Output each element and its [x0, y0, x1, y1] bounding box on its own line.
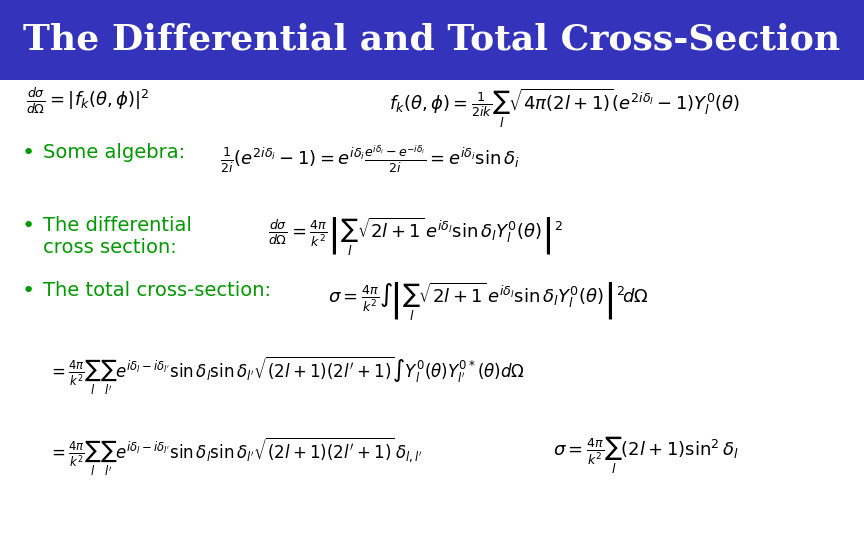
- Text: $\sigma=\frac{4\pi}{k^2}\int\!\left|\sum_l\sqrt{2l+1}\,e^{i\delta_l}\sin\delta_l: $\sigma=\frac{4\pi}{k^2}\int\!\left|\sum…: [328, 281, 649, 323]
- Text: $\frac{1}{2i}\left(e^{2i\delta_i}-1\right)=e^{i\delta_i}\frac{e^{i\delta_i}-e^{-: $\frac{1}{2i}\left(e^{2i\delta_i}-1\righ…: [220, 143, 520, 174]
- Text: •: •: [22, 143, 35, 163]
- Text: The Differential and Total Cross-Section: The Differential and Total Cross-Section: [23, 23, 841, 57]
- Text: $f_k\left(\theta,\phi\right) = \frac{1}{2ik}\sum_l\sqrt{4\pi\left(2l+1\right)}\l: $f_k\left(\theta,\phi\right) = \frac{1}{…: [389, 86, 740, 130]
- Bar: [0, 0, 864, 80]
- Text: Some algebra:: Some algebra:: [43, 143, 185, 162]
- Text: $=\frac{4\pi}{k^2}\sum_l\sum_{l'}e^{i\delta_l-i\delta_{l'}}\sin\delta_l\sin\delt: $=\frac{4\pi}{k^2}\sum_l\sum_{l'}e^{i\de…: [48, 354, 524, 396]
- Text: $\frac{d\sigma}{d\Omega} = \left|f_k\left(\theta,\phi\right)\right|^2$: $\frac{d\sigma}{d\Omega} = \left|f_k\lef…: [26, 86, 149, 116]
- Text: $\frac{d\sigma}{d\Omega}=\frac{4\pi}{k^2}\left|\sum_l\sqrt{2l+1}\,e^{i\delta_l}\: $\frac{d\sigma}{d\Omega}=\frac{4\pi}{k^2…: [268, 216, 563, 258]
- Text: $=\frac{4\pi}{k^2}\sum_l\sum_{l'}e^{i\delta_l-i\delta_{l'}}\sin\delta_l\sin\delt: $=\frac{4\pi}{k^2}\sum_l\sum_{l'}e^{i\de…: [48, 435, 422, 477]
- Text: The total cross-section:: The total cross-section:: [43, 281, 271, 300]
- Text: •: •: [22, 281, 35, 301]
- Text: •: •: [22, 216, 35, 236]
- Text: $\sigma=\frac{4\pi}{k^2}\sum_l\left(2l+1\right)\sin^2\delta_l$: $\sigma=\frac{4\pi}{k^2}\sum_l\left(2l+1…: [553, 435, 739, 476]
- Text: The differential
cross section:: The differential cross section:: [43, 216, 192, 257]
